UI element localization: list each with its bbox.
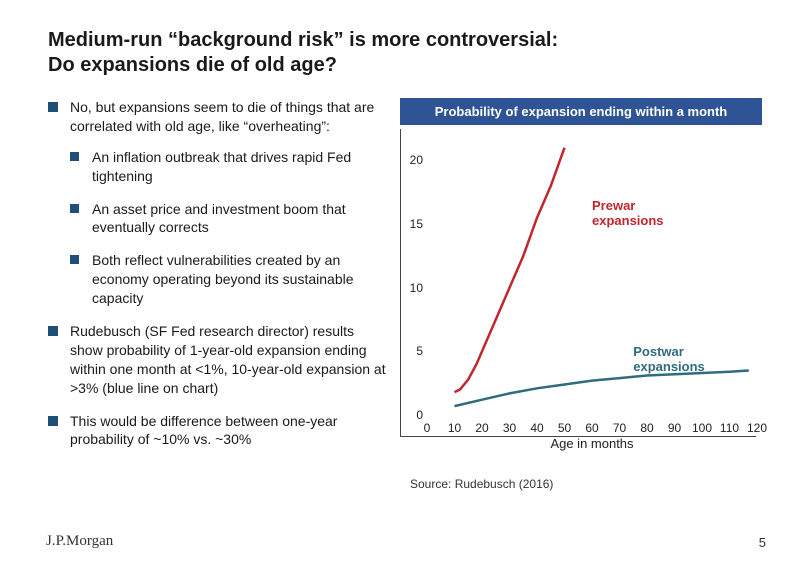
bullet-text: No, but expansions seem to die of things…: [70, 99, 374, 134]
page-number: 5: [759, 535, 766, 550]
sub-bullet-item: An inflation outbreak that drives rapid …: [70, 148, 388, 186]
x-axis-label: Age in months: [427, 436, 757, 451]
x-tick-label: 90: [668, 421, 681, 435]
chart-lines-svg: [427, 135, 757, 415]
title-line-1: Medium-run “background risk” is more con…: [48, 28, 762, 53]
x-tick-label: 40: [530, 421, 543, 435]
series-line: [455, 148, 565, 392]
y-tick-label: 0: [399, 408, 423, 422]
bullet-text: Rudebusch (SF Fed research director) res…: [70, 323, 386, 396]
x-tick-label: 100: [692, 421, 712, 435]
y-tick-label: 5: [399, 344, 423, 358]
x-tick-label: 60: [585, 421, 598, 435]
slide-title: Medium-run “background risk” is more con…: [48, 28, 762, 78]
series-label: Postwarexpansions: [633, 345, 705, 375]
bullet-item: No, but expansions seem to die of things…: [48, 98, 388, 308]
x-tick-label: 110: [720, 421, 739, 435]
series-label: Prewarexpansions: [592, 199, 664, 229]
slide: Medium-run “background risk” is more con…: [0, 0, 802, 568]
chart-wrap: 051015200102030405060708090100110120Age …: [400, 129, 762, 437]
chart-column: Probability of expansion ending within a…: [400, 98, 762, 491]
x-tick-label: 0: [424, 421, 431, 435]
x-tick-label: 70: [613, 421, 626, 435]
series-line: [455, 371, 749, 407]
x-tick-label: 30: [503, 421, 516, 435]
chart-title: Probability of expansion ending within a…: [400, 98, 762, 125]
chart-axes-box: 051015200102030405060708090100110120Age …: [400, 129, 756, 437]
sub-bullet-item: Both reflect vulnerabilities created by …: [70, 251, 388, 308]
y-tick-label: 15: [399, 217, 423, 231]
y-tick-label: 10: [399, 281, 423, 295]
bullet-item: This would be difference between one-yea…: [48, 412, 388, 450]
bullets-column: No, but expansions seem to die of things…: [48, 98, 388, 491]
y-tick-label: 20: [399, 153, 423, 167]
content-row: No, but expansions seem to die of things…: [48, 98, 762, 491]
x-tick-label: 120: [747, 421, 767, 435]
plot-area: 051015200102030405060708090100110120Age …: [427, 135, 757, 415]
x-tick-label: 50: [558, 421, 571, 435]
x-tick-label: 80: [640, 421, 653, 435]
sub-bullet-item: An asset price and investment boom that …: [70, 200, 388, 238]
chart-source: Source: Rudebusch (2016): [410, 477, 762, 491]
brand-logo: J.P.Morgan: [46, 533, 113, 550]
x-tick-label: 20: [475, 421, 488, 435]
title-line-2: Do expansions die of old age?: [48, 53, 762, 78]
bullet-item: Rudebusch (SF Fed research director) res…: [48, 322, 388, 398]
bullet-text: This would be difference between one-yea…: [70, 413, 337, 448]
x-tick-label: 10: [448, 421, 461, 435]
